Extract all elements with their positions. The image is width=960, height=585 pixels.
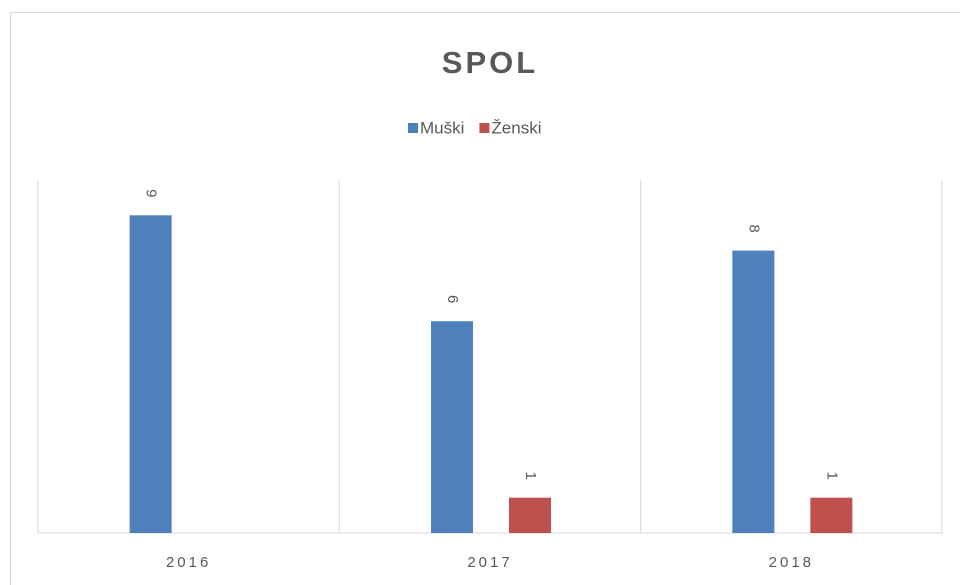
bar: [129, 215, 172, 534]
bar: [431, 321, 473, 533]
data-label: 1: [823, 472, 840, 480]
bar: [810, 497, 853, 533]
legend-label: Ženski: [491, 118, 541, 137]
data-label: 1: [522, 472, 539, 480]
data-label: 8: [745, 224, 762, 232]
data-label: 6: [444, 295, 461, 303]
data-label: 9: [143, 189, 160, 197]
bar: [509, 497, 551, 533]
x-tick-label: 2016: [166, 554, 211, 571]
x-tick-label: 2018: [769, 554, 814, 571]
chart-title: SPOL: [442, 45, 538, 80]
bar: [732, 250, 775, 533]
legend-swatch: [479, 123, 490, 133]
legend-swatch: [408, 123, 418, 133]
x-tick-label: 2017: [467, 554, 512, 571]
legend-label: Muški: [420, 118, 464, 137]
